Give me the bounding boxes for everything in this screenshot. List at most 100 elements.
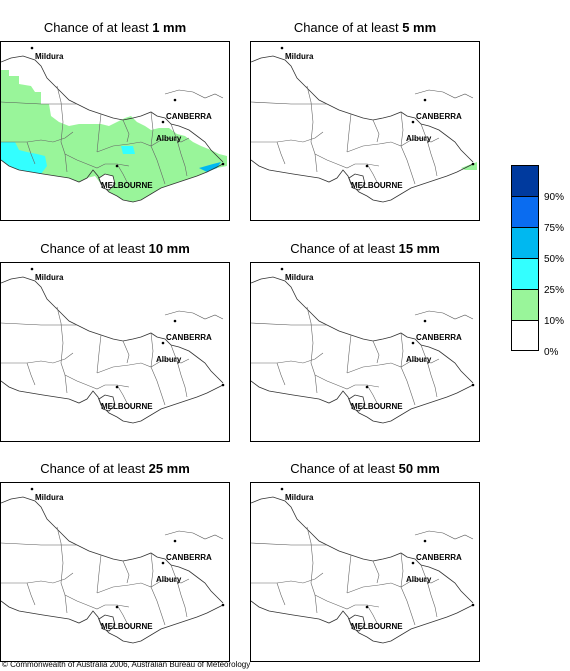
city-marker [161,120,165,124]
district-boundary [26,582,36,606]
place-label-mildura: Mildura [35,273,64,282]
district-boundary [400,552,404,588]
city-marker [221,603,225,607]
place-label-melbourne: MELBOURNE [101,622,153,631]
district-boundary [251,352,324,364]
district-boundary [400,111,404,147]
panel-50mm: Chance of at least 50 mm [250,441,480,641]
legend-tick-75: 75% [544,223,565,234]
district-boundary [400,332,404,368]
port-phillip-bay [348,614,366,632]
coastline [251,380,474,424]
place-label-mildura: Mildura [35,493,64,502]
district-boundary [170,123,188,177]
place-label-mildura: Mildura [285,52,314,61]
place-label-melbourne: MELBOURNE [351,622,403,631]
coastline [251,600,474,644]
district-boundary [116,384,134,410]
district-boundary [116,163,134,189]
district-boundary [170,564,188,618]
rain-area-25-50 [1,142,47,174]
victoria-map: Mildura CANBERRA Albury MELBOURNE [0,41,230,221]
place-label-albury: Albury [156,134,182,143]
district-boundary [56,85,68,173]
city-marker [173,319,177,323]
panel-5mm: Chance of at least 5 mm [250,0,480,200]
district-boundary [346,334,352,374]
district-boundary [56,526,68,614]
act-border [164,89,224,99]
legend-tick-0: 0% [544,347,559,358]
title-prefix: Chance of at least [290,461,399,476]
rain-area-50-75 [199,162,221,172]
coastline [251,159,474,203]
district-boundary [306,85,318,173]
district-boundary [420,344,438,398]
place-label-albury: Albury [406,575,432,584]
place-label-melbourne: MELBOURNE [101,402,153,411]
panel-1mm: Chance of at least 1 mm [0,0,230,200]
act-border [414,310,474,320]
district-boundary [116,604,134,630]
district-boundary [314,153,380,169]
district-boundary [314,374,380,390]
district-boundary [346,113,352,153]
panel-title: Chance of at least 15 mm [250,241,480,257]
district-boundary [26,362,36,386]
district-boundary [96,113,102,153]
title-prefix: Chance of at least [293,20,403,35]
city-marker [471,603,475,607]
city-marker [365,385,369,389]
district-boundary [400,145,416,185]
panel-title: Chance of at least 10 mm [0,241,230,257]
district-boundary [372,119,380,143]
port-phillip-bay [348,173,366,191]
victoria-map: Mildura CANBERRA Albury MELBOURNE [250,41,480,221]
state-border [251,542,327,546]
legend-swatch-25-50 [511,258,539,289]
city-marker [280,46,284,50]
district-boundary [372,340,380,364]
map-outline-svg [1,267,225,424]
state-border [1,322,77,326]
rain-area-25-50 [121,146,135,154]
city-marker [161,561,165,565]
district-boundary [366,163,384,189]
title-amount: 10 mm [148,241,190,256]
district-boundary [56,306,68,394]
act-border [414,530,474,540]
place-label-albury: Albury [156,355,182,364]
port-phillip-bay [98,614,116,632]
city-marker [161,341,165,345]
city-marker [365,605,369,609]
map-outline-svg [251,46,477,203]
district-boundary [276,141,286,165]
district-boundary [366,604,384,630]
map-outline-svg [251,487,475,644]
probability-legend: 90% 75% 50% 25% 10% 0% [511,165,568,358]
place-label-melbourne: MELBOURNE [351,402,403,411]
district-boundary [150,552,154,588]
district-boundary [306,306,318,394]
city-marker [280,267,284,271]
title-amount: 50 mm [398,461,440,476]
district-boundary [170,344,188,398]
district-boundary [276,362,286,386]
place-label-canberra: CANBERRA [166,333,212,342]
city-marker [30,487,34,491]
port-phillip-bay [98,394,116,412]
district-boundary [400,366,416,406]
place-label-canberra: CANBERRA [416,112,462,121]
victoria-map: Mildura CANBERRA Albury MELBOURNE [250,482,480,662]
panel-title: Chance of at least 50 mm [250,461,480,477]
state-border [1,542,77,546]
district-boundary [150,586,166,626]
city-marker [280,487,284,491]
panel-15mm: Chance of at least 15 mm [250,221,480,421]
map-outline-svg [1,487,225,644]
district-boundary [64,374,130,390]
city-marker [173,98,177,102]
district-boundary [150,111,154,147]
place-label-mildura: Mildura [35,52,64,61]
coastline [1,600,224,644]
